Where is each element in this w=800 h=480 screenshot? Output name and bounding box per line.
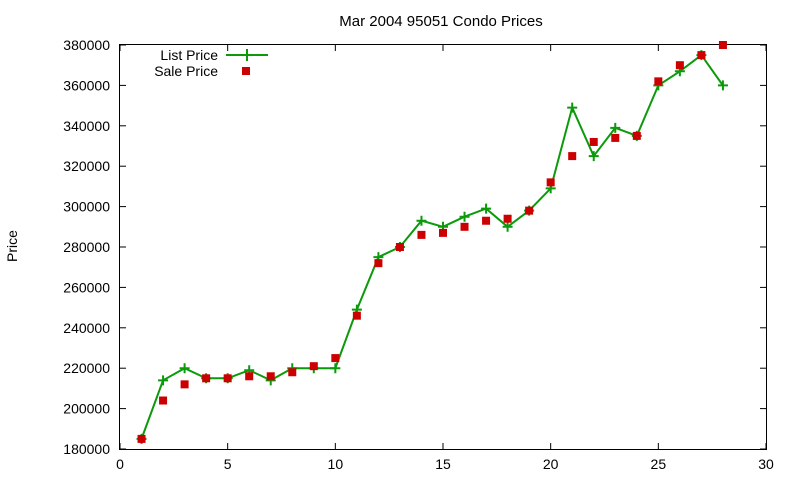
series-layer — [136, 41, 728, 444]
data-point-sale-price — [546, 178, 555, 187]
data-point-sale-price — [331, 354, 340, 363]
data-point-sale-price — [352, 311, 361, 320]
data-point-sale-price — [675, 61, 684, 70]
data-point-list-price — [588, 151, 599, 162]
data-point-list-price — [610, 122, 621, 133]
data-point-sale-price — [697, 51, 706, 60]
y-tick-label: 240000 — [63, 320, 110, 336]
y-tick-label: 380000 — [63, 37, 110, 53]
data-point-sale-price — [589, 137, 598, 146]
legend-marker-sale-price — [242, 67, 250, 75]
y-tick-label: 320000 — [63, 158, 110, 174]
data-point-sale-price — [417, 230, 426, 239]
series-line-list-price — [140, 53, 724, 440]
data-point-sale-price — [159, 396, 168, 405]
data-point-list-price — [567, 102, 578, 113]
plot-frame — [119, 44, 767, 450]
x-tick-label: 10 — [328, 456, 344, 472]
x-tick-label: 20 — [543, 456, 559, 472]
data-point-sale-price — [568, 152, 577, 161]
data-point-sale-price — [309, 362, 318, 371]
data-point-sale-price — [718, 41, 727, 49]
data-point-list-price — [179, 363, 190, 374]
y-tick-label: 200000 — [63, 401, 110, 417]
data-point-sale-price — [632, 131, 641, 140]
data-point-sale-price — [439, 228, 447, 237]
data-point-sale-price — [223, 374, 232, 383]
legend-label-list-price: List Price — [160, 47, 218, 63]
data-point-sale-price — [245, 372, 254, 381]
y-axis-label: Price — [4, 230, 20, 262]
y-tick-label: 360000 — [63, 77, 110, 93]
x-tick-label: 5 — [224, 456, 232, 472]
data-point-sale-price — [503, 214, 512, 223]
x-tick-label: 30 — [758, 456, 774, 472]
legend: List Price Sale Price — [154, 47, 268, 79]
y-tick-label: 340000 — [63, 118, 110, 134]
data-point-sale-price — [288, 368, 297, 377]
y-tick-label: 300000 — [63, 199, 110, 215]
data-point-sale-price — [180, 380, 189, 389]
y-tick-label: 280000 — [63, 239, 110, 255]
data-point-sale-price — [374, 259, 383, 268]
data-point-sale-price — [395, 243, 404, 251]
y-tick-label: 220000 — [63, 360, 110, 376]
data-point-list-price — [502, 221, 513, 232]
data-point-list-price — [717, 80, 728, 91]
data-point-sale-price — [202, 374, 211, 383]
x-tick-label: 0 — [116, 456, 124, 472]
data-point-sale-price — [611, 133, 620, 142]
x-axis-ticks: 0 5 10 15 20 25 30 — [116, 45, 774, 472]
data-point-sale-price — [137, 434, 146, 443]
data-point-list-price — [459, 211, 470, 222]
data-point-sale-price — [266, 372, 275, 381]
x-tick-label: 25 — [651, 456, 667, 472]
data-point-sale-price — [482, 216, 491, 225]
data-point-sale-price — [525, 206, 534, 215]
x-tick-label: 15 — [435, 456, 451, 472]
y-axis-ticks: 180000 200000 220000 240000 260000 280000 3000… — [63, 37, 766, 457]
data-point-list-price — [158, 375, 169, 386]
data-point-list-price — [416, 215, 427, 226]
data-point-list-price — [330, 363, 341, 374]
legend-label-sale-price: Sale Price — [154, 63, 218, 79]
data-point-sale-price — [654, 77, 663, 86]
legend-marker-list-price — [241, 49, 253, 61]
data-point-list-price — [481, 203, 492, 214]
chart-title: Mar 2004 95051 Condo Prices — [339, 13, 542, 30]
y-tick-label: 180000 — [63, 441, 110, 457]
data-point-sale-price — [460, 222, 469, 231]
y-tick-label: 260000 — [63, 279, 110, 295]
